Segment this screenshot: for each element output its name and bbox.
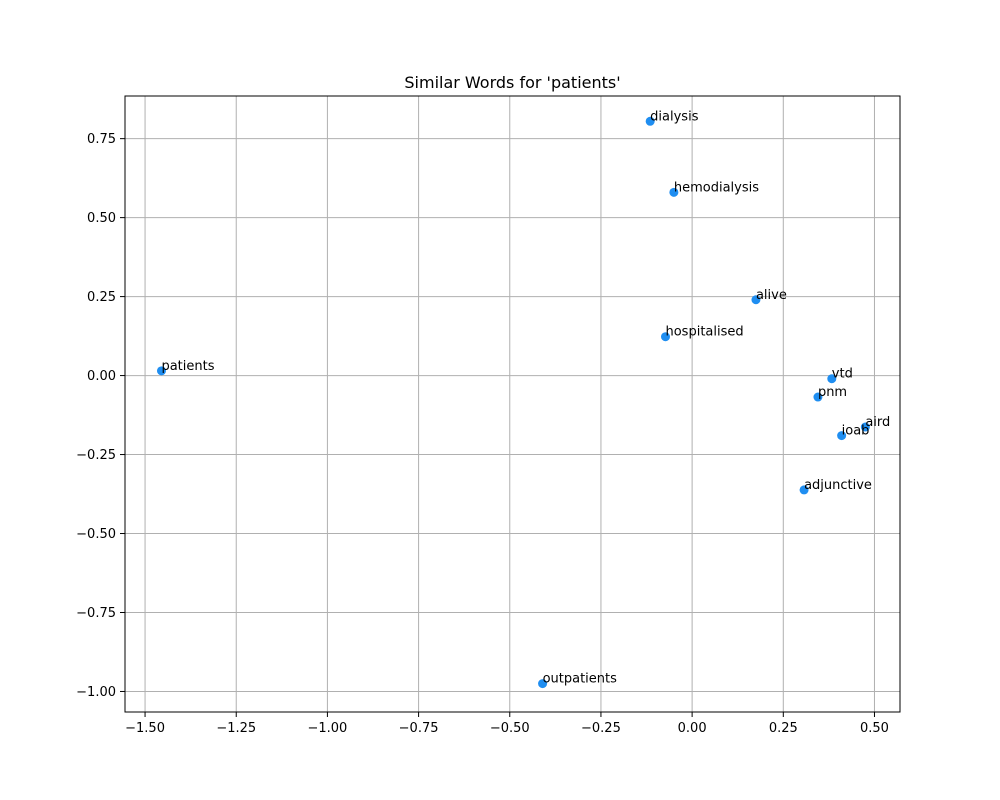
data-point <box>813 392 823 402</box>
data-points <box>156 116 870 689</box>
x-tick-label: −1.50 <box>125 721 165 736</box>
point-label: patients <box>161 359 214 374</box>
y-tick-label: −0.25 <box>76 448 116 463</box>
data-point <box>860 422 870 432</box>
x-tick-label: 0.25 <box>769 721 798 736</box>
axis-ticks: −1.50 −1.25 −1.00 −0.75 −0.50 −0.25 0.00 0.25 0.… <box>76 132 889 736</box>
point-label: adjunctive <box>804 478 872 493</box>
y-tick-label: 0.50 <box>87 211 116 226</box>
data-point <box>799 485 809 495</box>
data-point <box>669 187 679 197</box>
point-label: dialysis <box>650 109 699 124</box>
point-label: hospitalised <box>665 325 743 340</box>
x-tick-label: −0.50 <box>490 721 530 736</box>
y-tick-label: −0.75 <box>76 606 116 621</box>
y-tick-label: 0.75 <box>87 132 116 147</box>
data-point <box>837 431 847 441</box>
x-tick-label: −1.00 <box>307 721 347 736</box>
data-point <box>645 116 655 126</box>
x-tick-label: 0.00 <box>678 721 707 736</box>
point-label: aird <box>865 415 890 430</box>
data-point <box>751 295 761 305</box>
data-point <box>538 679 548 689</box>
point-label: alive <box>756 288 787 303</box>
chart-title: Similar Words for 'patients' <box>404 73 620 92</box>
x-tick-label: −0.25 <box>581 721 621 736</box>
point-label: pnm <box>818 385 847 400</box>
point-label: outpatients <box>543 672 618 687</box>
data-point <box>156 366 166 376</box>
y-tick-label: −1.00 <box>76 685 116 700</box>
point-label: vtd <box>832 367 853 382</box>
x-tick-label: −1.25 <box>216 721 256 736</box>
data-point <box>827 374 837 384</box>
y-tick-label: 0.25 <box>87 290 116 305</box>
point-labels: dialysis hemodialysis alive hospitalised pat… <box>161 109 890 686</box>
y-tick-label: −0.50 <box>76 527 116 542</box>
grid <box>125 96 900 712</box>
plot-frame <box>124 95 901 713</box>
x-tick-label: −0.75 <box>399 721 439 736</box>
point-label: hemodialysis <box>674 180 759 195</box>
y-tick-label: 0.00 <box>87 369 116 384</box>
point-label: ioab <box>842 424 870 439</box>
data-point <box>660 332 670 342</box>
x-tick-label: 0.50 <box>860 721 889 736</box>
